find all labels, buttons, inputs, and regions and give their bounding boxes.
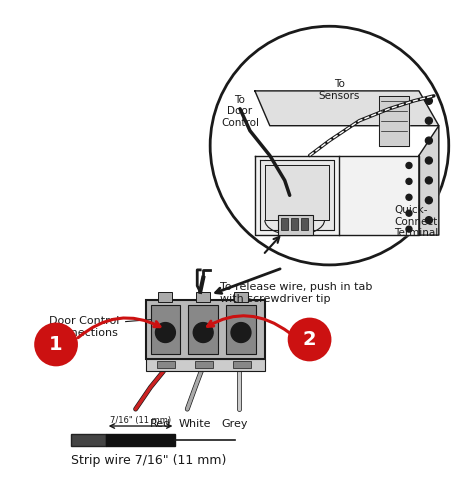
FancyBboxPatch shape	[291, 218, 298, 230]
Circle shape	[155, 322, 175, 342]
Circle shape	[210, 26, 449, 265]
Text: 1: 1	[49, 335, 63, 354]
Circle shape	[406, 226, 412, 232]
Text: White: White	[179, 419, 211, 429]
Text: 7/16" (11 mm): 7/16" (11 mm)	[110, 416, 171, 425]
FancyBboxPatch shape	[151, 305, 180, 354]
FancyBboxPatch shape	[146, 300, 265, 359]
Circle shape	[193, 322, 213, 342]
Circle shape	[34, 322, 78, 366]
Circle shape	[406, 210, 412, 216]
Text: Strip wire 7/16" (11 mm): Strip wire 7/16" (11 mm)	[71, 454, 227, 467]
Circle shape	[406, 194, 412, 200]
FancyBboxPatch shape	[233, 361, 251, 368]
Polygon shape	[419, 126, 439, 235]
Text: Door Control
Connections: Door Control Connections	[49, 316, 119, 338]
FancyBboxPatch shape	[157, 361, 175, 368]
FancyBboxPatch shape	[234, 292, 248, 302]
Circle shape	[406, 179, 412, 184]
Polygon shape	[379, 96, 409, 146]
Text: Red: Red	[150, 419, 171, 429]
FancyBboxPatch shape	[106, 434, 175, 446]
Circle shape	[425, 217, 432, 224]
Polygon shape	[265, 166, 329, 220]
Text: To
Door
Control: To Door Control	[221, 95, 259, 128]
Circle shape	[425, 157, 432, 164]
FancyBboxPatch shape	[71, 434, 106, 446]
Text: Grey: Grey	[222, 419, 248, 429]
Polygon shape	[255, 156, 419, 235]
Text: To
Sensors: To Sensors	[319, 79, 360, 101]
Text: To release wire, push in tab
with screwdriver tip: To release wire, push in tab with screwd…	[220, 282, 373, 304]
FancyBboxPatch shape	[281, 218, 288, 230]
FancyBboxPatch shape	[278, 215, 312, 235]
Polygon shape	[260, 161, 335, 230]
Circle shape	[231, 322, 251, 342]
Polygon shape	[255, 91, 439, 126]
Circle shape	[406, 163, 412, 169]
FancyBboxPatch shape	[195, 361, 213, 368]
Text: 2: 2	[303, 330, 316, 349]
Circle shape	[288, 318, 331, 361]
Circle shape	[425, 177, 432, 184]
FancyBboxPatch shape	[146, 359, 265, 371]
Text: Quick-
Connect
Terminal: Quick- Connect Terminal	[394, 205, 438, 239]
Circle shape	[425, 197, 432, 204]
FancyBboxPatch shape	[226, 305, 256, 354]
Circle shape	[425, 97, 432, 104]
FancyBboxPatch shape	[188, 305, 218, 354]
FancyBboxPatch shape	[301, 218, 308, 230]
FancyBboxPatch shape	[158, 292, 173, 302]
Circle shape	[425, 117, 432, 124]
Circle shape	[425, 137, 432, 144]
FancyBboxPatch shape	[196, 292, 210, 302]
